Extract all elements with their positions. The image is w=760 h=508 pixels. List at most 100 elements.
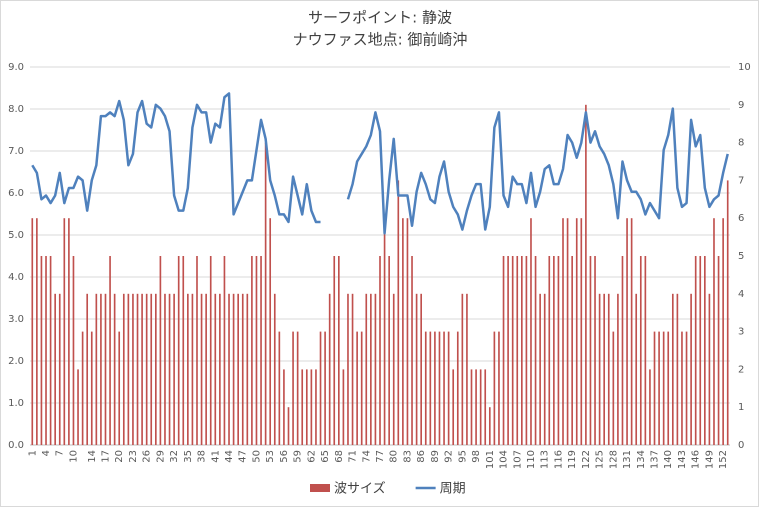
legend-label: 波サイズ — [334, 481, 386, 497]
bar — [644, 256, 647, 445]
bar — [571, 256, 573, 445]
y-tick-label: 4.0 — [8, 272, 24, 283]
x-tick-label: 77 — [375, 450, 386, 463]
x-tick-label: 83 — [402, 450, 413, 463]
x-tick-label: 62 — [306, 450, 317, 463]
bar — [360, 331, 363, 445]
x-tick-label: 113 — [540, 450, 551, 469]
bar — [356, 331, 358, 445]
bar — [388, 256, 390, 445]
bar — [136, 293, 139, 445]
bar — [283, 369, 285, 445]
bar — [479, 369, 482, 445]
x-tick-label: 10 — [68, 450, 79, 463]
bar — [379, 256, 381, 445]
bar — [411, 256, 413, 445]
bar — [598, 293, 601, 445]
bar — [484, 369, 487, 445]
bar — [232, 293, 235, 445]
bar — [392, 293, 395, 445]
x-tick-label: 101 — [485, 450, 496, 469]
bar — [164, 293, 166, 445]
bar — [90, 331, 93, 445]
bar — [228, 293, 230, 445]
legend-label: 周期 — [440, 482, 466, 497]
x-tick-label: 65 — [320, 450, 331, 463]
bar — [594, 256, 596, 445]
bar — [118, 331, 121, 445]
bar — [443, 331, 445, 445]
bar — [287, 407, 290, 445]
bar — [237, 293, 239, 445]
x-tick-label: 146 — [691, 450, 702, 469]
bar — [566, 218, 569, 445]
bar — [45, 256, 47, 445]
bar — [671, 293, 674, 445]
x-tick-label: 1 — [27, 450, 38, 456]
bar — [653, 331, 656, 445]
chart-subtitle: ナウファス地点: 御前崎沖 — [293, 31, 468, 49]
bar — [424, 331, 427, 445]
y-tick-label: 6.0 — [8, 188, 24, 199]
bar — [296, 331, 299, 445]
bar — [315, 369, 317, 445]
x-tick-label: 86 — [416, 450, 427, 463]
y-tick-label: 0.0 — [8, 440, 24, 451]
y-tick-label: 8.0 — [8, 104, 24, 115]
x-tick-label: 7 — [55, 450, 66, 456]
bar — [209, 256, 212, 445]
bar — [447, 331, 450, 445]
bar — [402, 218, 404, 445]
x-tick-label: 56 — [279, 450, 290, 463]
x-tick-label: 32 — [169, 450, 180, 463]
line — [31, 92, 729, 235]
bar — [40, 256, 43, 445]
x-tick-label: 4 — [41, 450, 52, 456]
bar — [694, 256, 697, 445]
bar — [658, 331, 660, 445]
legend-swatch — [310, 484, 330, 492]
bar — [168, 293, 171, 445]
x-tick-label: 29 — [155, 450, 166, 463]
bar — [635, 293, 638, 445]
bar — [264, 142, 267, 445]
bar — [543, 293, 546, 445]
x-tick-label: 41 — [210, 450, 221, 463]
bar — [342, 369, 345, 445]
y-tick-label: 1.0 — [8, 398, 24, 409]
y-tick-label: 3.0 — [8, 314, 24, 325]
bar — [81, 331, 84, 445]
x-tick-label: 50 — [251, 450, 262, 463]
bar — [141, 293, 143, 445]
x-tick-label: 17 — [100, 450, 111, 463]
bar — [328, 293, 331, 445]
x-tick-label: 140 — [663, 450, 674, 469]
y2-tick-label: 9 — [738, 100, 744, 111]
bar — [383, 218, 386, 445]
bar — [621, 256, 624, 445]
bar — [498, 331, 500, 445]
bar — [607, 293, 610, 445]
y2-tick-label: 10 — [738, 62, 751, 73]
bar — [301, 369, 304, 445]
x-tick-label: 107 — [512, 450, 523, 469]
bar — [177, 256, 180, 445]
y-tick-label: 5.0 — [8, 230, 24, 241]
x-tick-label: 89 — [430, 450, 441, 463]
bar — [347, 293, 349, 445]
x-tick-label: 137 — [650, 450, 661, 469]
bar — [415, 293, 418, 445]
bar — [722, 218, 724, 445]
x-tick-label: 122 — [581, 450, 592, 469]
bar — [205, 293, 207, 445]
bar — [338, 256, 340, 445]
bar — [255, 256, 258, 445]
bar — [502, 256, 505, 445]
x-tick-label: 53 — [265, 450, 276, 463]
bar — [585, 104, 587, 446]
bar — [154, 293, 157, 445]
x-tick-label: 104 — [499, 450, 510, 469]
bar — [324, 331, 326, 445]
x-tick-label: 131 — [622, 450, 633, 469]
